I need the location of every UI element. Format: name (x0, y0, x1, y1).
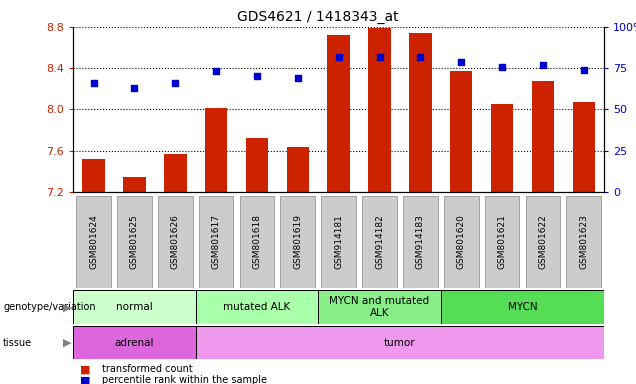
Point (375, 53, 385, 60)
Point (88, 80, 99, 86)
Text: ▶: ▶ (62, 338, 71, 348)
Text: MYCN: MYCN (508, 302, 537, 312)
Bar (196, 326, 604, 359)
Bar (199, 196, 233, 288)
Text: MYCN and mutated
ALK: MYCN and mutated ALK (329, 296, 429, 318)
Point (415, 53, 425, 60)
Text: percentile rank within the sample: percentile rank within the sample (102, 375, 266, 384)
Bar (409, 33, 432, 192)
Bar (450, 71, 473, 192)
Text: GSM801623: GSM801623 (579, 215, 588, 269)
Bar (76, 196, 111, 288)
Point (170, 80, 181, 86)
Text: mutated ALK: mutated ALK (223, 302, 291, 312)
Text: GSM801625: GSM801625 (130, 215, 139, 269)
Text: ▶: ▶ (62, 302, 71, 312)
Point (456, 58, 466, 65)
Text: GSM801618: GSM801618 (252, 214, 261, 270)
Text: tumor: tumor (384, 338, 416, 348)
Text: genotype/variation: genotype/variation (3, 302, 96, 312)
Bar (328, 35, 350, 192)
Bar (525, 196, 560, 288)
Bar (82, 159, 105, 192)
Text: transformed count: transformed count (102, 364, 193, 374)
Text: GSM914181: GSM914181 (334, 215, 343, 269)
Point (334, 53, 344, 60)
Bar (123, 177, 146, 192)
Bar (158, 196, 193, 288)
Bar (240, 196, 274, 288)
Bar (73, 326, 196, 359)
Text: normal: normal (116, 302, 153, 312)
Point (497, 63, 507, 70)
Bar (485, 196, 520, 288)
Text: ■: ■ (80, 375, 90, 384)
Bar (287, 147, 309, 192)
Point (252, 73, 262, 79)
Point (538, 62, 548, 68)
Text: GSM801621: GSM801621 (497, 215, 506, 269)
Text: GDS4621 / 1418343_at: GDS4621 / 1418343_at (237, 10, 399, 23)
Point (293, 75, 303, 81)
Bar (572, 102, 595, 192)
Text: GSM914183: GSM914183 (416, 215, 425, 269)
Bar (491, 104, 513, 192)
Text: ■: ■ (80, 364, 90, 374)
Bar (403, 196, 438, 288)
Text: tissue: tissue (3, 338, 32, 348)
Point (579, 67, 589, 73)
Point (211, 68, 221, 74)
Point (129, 85, 139, 91)
Bar (318, 290, 441, 324)
Bar (444, 196, 478, 288)
Text: GSM801619: GSM801619 (293, 214, 302, 270)
Text: GSM801624: GSM801624 (89, 215, 98, 269)
Bar (117, 196, 152, 288)
Bar (205, 108, 227, 192)
Text: GSM801626: GSM801626 (171, 215, 180, 269)
Text: GSM801617: GSM801617 (212, 214, 221, 270)
Bar (567, 196, 601, 288)
Text: GSM914182: GSM914182 (375, 215, 384, 269)
Bar (532, 81, 554, 192)
Bar (245, 138, 268, 192)
Bar (73, 290, 196, 324)
Text: adrenal: adrenal (114, 338, 154, 348)
Bar (280, 196, 315, 288)
Bar (196, 290, 318, 324)
Bar (362, 196, 397, 288)
Bar (441, 290, 604, 324)
Text: GSM801622: GSM801622 (539, 215, 548, 269)
Bar (368, 28, 391, 192)
Bar (321, 196, 356, 288)
Bar (164, 154, 186, 192)
Text: GSM801620: GSM801620 (457, 215, 466, 269)
